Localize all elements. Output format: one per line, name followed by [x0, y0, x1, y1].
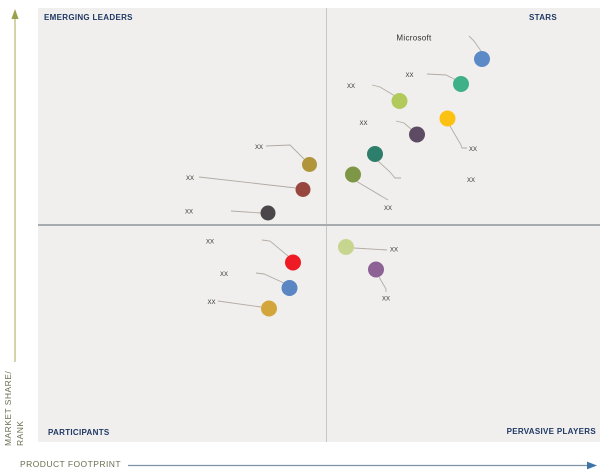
- leader-line-vendor-microsoft: [468, 35, 482, 52]
- leader-line-vendor-mustard: [217, 300, 262, 308]
- label-vendor-gold: XX: [255, 145, 263, 151]
- leader-line-vendor-red: [261, 239, 289, 257]
- dot-vendor-purple: [368, 261, 384, 278]
- label-vendor-yellow: XX: [469, 147, 477, 153]
- quadrant-label-emerging-leaders: EMERGING LEADERS: [44, 13, 133, 22]
- label-vendor-olive: XX: [384, 206, 392, 212]
- label-vendor-red: XX: [206, 240, 214, 246]
- plot-area: [38, 8, 600, 442]
- dot-vendor-blue: [281, 280, 298, 296]
- label-vendor-microsoft: Microsoft: [396, 34, 432, 43]
- dot-vendor-darkpurple: [409, 126, 425, 143]
- quadrant-label-pervasive-players: PERVASIVE PLAYERS: [506, 427, 596, 436]
- x-axis-label: PRODUCT FOOTPRINT: [20, 459, 121, 469]
- dot-vendor-red: [285, 254, 301, 271]
- dot-vendor-darkred: [295, 182, 311, 197]
- label-vendor-darkred: XX: [186, 176, 194, 182]
- label-vendor-yellowgreen: XX: [347, 84, 355, 90]
- dot-vendor-darkgray: [260, 205, 276, 221]
- leader-line-vendor-olive: [355, 180, 389, 201]
- dot-vendor-teal: [453, 76, 469, 92]
- dot-vendor-gold: [302, 157, 317, 172]
- label-vendor-darkgray: XX: [185, 210, 193, 216]
- label-vendor-purple: XX: [382, 297, 390, 303]
- leader-line-vendor-yellowgreen: [371, 84, 396, 97]
- y-axis-arrow-icon: [11, 9, 19, 19]
- dot-vendor-darkteal: [367, 146, 383, 162]
- leader-line-vendor-darkgray: [230, 210, 262, 214]
- x-axis-arrow-icon: [587, 461, 597, 470]
- leader-line-vendor-yellow: [449, 125, 467, 149]
- quadrant-label-stars: STARS: [528, 13, 557, 22]
- leader-line-vendor-purple: [378, 276, 387, 292]
- label-vendor-mustard: XX: [207, 300, 215, 306]
- points-layer: XX XX XX Microsoft XX XX XX XX XX XX XX XX XX XX XX: [185, 34, 490, 317]
- dot-vendor-microsoft: [474, 51, 490, 67]
- label-vendor-palegreen: XX: [390, 248, 398, 254]
- dot-vendor-yellow: [439, 110, 456, 127]
- dot-vendor-mustard: [261, 300, 277, 317]
- quadrant-label-participants: PARTICIPANTS: [48, 428, 110, 437]
- label-vendor-blue: XX: [220, 272, 228, 278]
- leader-line-vendor-palegreen: [353, 247, 388, 251]
- label-vendor-darkpurple: XX: [359, 121, 367, 127]
- leader-line-vendor-darkred: [198, 176, 297, 189]
- quadrant-divider-horizontal: [38, 224, 600, 226]
- leader-line-vendor-blue: [255, 272, 285, 284]
- dot-vendor-palegreen: [338, 239, 354, 255]
- dot-vendor-olive: [345, 166, 361, 183]
- leader-line-vendor-darkteal: [377, 160, 401, 179]
- leader-line-vendor-teal: [426, 73, 457, 81]
- label-vendor-darkteal: XX: [467, 178, 475, 184]
- dot-vendor-yellowgreen: [391, 93, 408, 109]
- leader-line-vendor-gold: [265, 144, 306, 161]
- label-vendor-teal: XX: [405, 73, 413, 79]
- leader-line-vendor-darkpurple: [395, 120, 412, 130]
